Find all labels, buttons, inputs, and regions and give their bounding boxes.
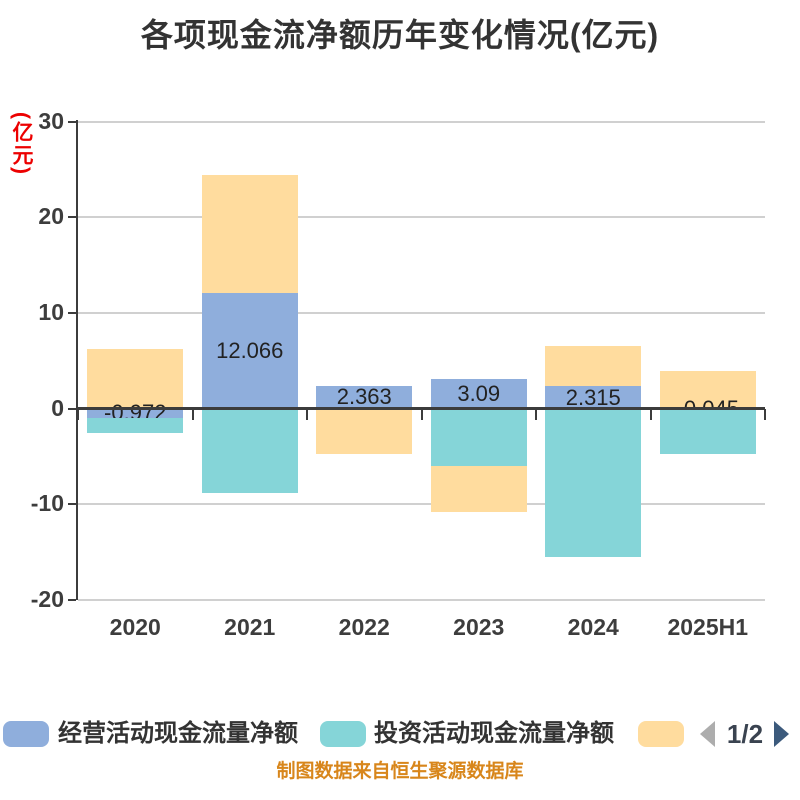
- y-axis-unit-label: (亿元): [10, 112, 33, 176]
- x-axis-label-2024: 2024: [567, 614, 619, 640]
- x-axis-tick-2: [306, 408, 308, 420]
- x-axis-tick-1: [191, 408, 194, 420]
- y-tick-label-10: 10: [38, 298, 64, 325]
- y-axis-tick-10: [68, 311, 76, 314]
- y-axis-tick-0: [68, 407, 76, 410]
- bar-segment-operating-blue-2021[interactable]: [201, 293, 298, 409]
- x-axis-label-2021: 2021: [224, 614, 276, 640]
- gridline--10: [78, 503, 765, 506]
- bar-segment-operating-blue-2024[interactable]: [545, 386, 642, 409]
- gridline--20: [78, 599, 765, 601]
- bar-segment-financing-orange-2023[interactable]: [430, 466, 527, 512]
- bar-segment-investing-teal-2025H1[interactable]: [659, 409, 756, 455]
- x-axis-tick-0: [77, 408, 79, 420]
- bar-value-label-2023: 3.09: [457, 380, 501, 406]
- y-tick-label--20: -20: [30, 586, 64, 612]
- legend-item-investing[interactable]: 投资活动现金流量净额: [320, 719, 620, 749]
- chart-title: 各项现金流净额历年变化情况(亿元): [140, 17, 660, 53]
- legend-swatch-operating: [3, 721, 49, 747]
- y-axis-tick-20: [68, 216, 76, 219]
- legend-label-investing: 投资活动现金流量净额: [374, 720, 614, 747]
- legend: 经营活动现金流量净额 投资活动现金流量净额 1/2: [0, 719, 800, 749]
- y-axis-tick--10: [68, 503, 76, 506]
- bar-segment-financing-orange-2024[interactable]: [545, 345, 642, 387]
- legend-label-operating: 经营活动现金流量净额: [58, 720, 298, 747]
- bar-value-label-2021: 12.066: [216, 337, 284, 363]
- legend-next-page-icon[interactable]: [774, 721, 789, 747]
- x-axis-label-2023: 2023: [453, 614, 505, 640]
- legend-page-indicator: 1/2: [726, 719, 764, 749]
- x-axis-label-2020: 2020: [109, 614, 161, 640]
- y-tick-label--10: -10: [30, 490, 64, 517]
- x-axis-tick-4: [535, 408, 537, 420]
- bar-segment-financing-orange-2025H1[interactable]: [659, 370, 756, 409]
- bar-value-label-2024: 2.315: [565, 384, 621, 410]
- bar-segment-financing-orange-2022[interactable]: [316, 408, 413, 455]
- x-axis-tick-5: [649, 408, 652, 420]
- bar-segment-financing-orange-2021[interactable]: [201, 174, 298, 294]
- y-tick-label-0: 0: [51, 394, 64, 421]
- legend-item-financing[interactable]: [638, 719, 688, 749]
- x-axis-tick-3: [420, 408, 423, 420]
- y-axis-line: [76, 119, 78, 600]
- plot-area: (亿元) 30 20 10 0 -10 -20 -0.972 12.066 2.363 3.09 2…: [10, 107, 766, 640]
- legend-swatch-investing: [320, 721, 366, 747]
- bar-segment-investing-teal-2020[interactable]: [87, 417, 184, 434]
- y-tick-label-20: 20: [38, 203, 64, 230]
- bar-segment-investing-teal-2024[interactable]: [545, 408, 642, 557]
- x-axis-label-2022: 2022: [338, 614, 390, 640]
- y-axis-tick-30: [68, 120, 76, 123]
- bar-segment-operating-blue-2023[interactable]: [430, 379, 527, 409]
- bar-segment-investing-teal-2023[interactable]: [430, 408, 527, 466]
- gridline-30: [78, 120, 765, 123]
- bar-segment-operating-blue-2020[interactable]: [87, 408, 184, 418]
- bar-segment-financing-orange-2020[interactable]: [87, 349, 184, 409]
- data-source-note: 制图数据来自恒生聚源数据库: [276, 761, 524, 782]
- legend-swatch-financing: [638, 721, 684, 747]
- bar-segment-investing-teal-2021[interactable]: [201, 408, 298, 493]
- legend-item-operating[interactable]: 经营活动现金流量净额: [3, 719, 303, 749]
- x-axis-tick-6: [764, 408, 766, 420]
- x-axis-label-2025H1: 2025H1: [667, 614, 749, 640]
- y-tick-label-30: 30: [38, 107, 64, 134]
- gridline-10: [78, 311, 765, 314]
- y-axis-tick--20: [68, 599, 76, 601]
- bar-value-label-2022: 2.363: [336, 384, 392, 410]
- legend-prev-page-icon[interactable]: [700, 721, 715, 747]
- gridline-20: [78, 216, 765, 219]
- bar-segment-operating-blue-2022[interactable]: [316, 385, 413, 409]
